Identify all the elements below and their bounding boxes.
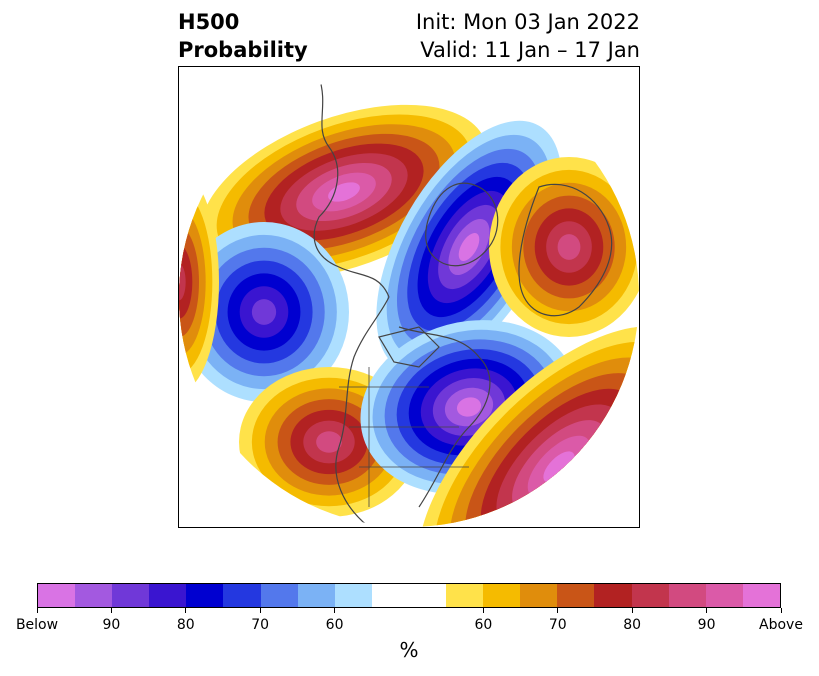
- colorbar-unit-label: %: [399, 638, 419, 662]
- anomaly-above: [179, 172, 219, 392]
- colorbar-segment: [149, 584, 187, 607]
- colorbar-segment: [260, 584, 298, 607]
- colorbar-segment: [297, 584, 335, 607]
- colorbar-tick-label: 70: [548, 617, 567, 633]
- colorbar-tick: [631, 608, 633, 613]
- colorbar-segment: [594, 584, 632, 607]
- anomaly-above: [489, 157, 639, 337]
- colorbar-tick: [259, 608, 261, 613]
- colorbar-tick: [36, 608, 38, 613]
- colorbar-tick-label: 90: [697, 617, 716, 633]
- anomaly-below: [179, 222, 349, 402]
- colorbar-segment: [75, 584, 113, 607]
- colorbar-segment: [371, 584, 409, 607]
- colorbar-tick-label: 70: [251, 617, 270, 633]
- colorbar-segment: [38, 584, 76, 607]
- colorbar-tick-label: 60: [325, 617, 344, 633]
- colorbar-segment: [446, 584, 484, 607]
- colorbar-tick-label: 90: [102, 617, 121, 633]
- colorbar-tick-label: 80: [176, 617, 195, 633]
- colorbar-tick: [185, 608, 187, 613]
- colorbar-tick: [334, 608, 336, 613]
- colorbar-segment: [742, 584, 780, 607]
- colorbar-segment: [186, 584, 224, 607]
- colorbar-segment: [334, 584, 372, 607]
- colorbar-tick: [110, 608, 112, 613]
- valid-range: Valid: 11 Jan – 17 Jan: [420, 38, 640, 62]
- colorbar: [37, 583, 781, 608]
- colorbar-tick-label: Above: [759, 617, 803, 633]
- title-left: H500 Probability: [178, 8, 308, 64]
- colorbar-segment: [668, 584, 706, 607]
- colorbar-tick: [706, 608, 708, 613]
- probability-map: [179, 67, 639, 527]
- product-title: Probability: [178, 38, 308, 62]
- colorbar-tick-label: 80: [623, 617, 642, 633]
- colorbar-segment: [520, 584, 558, 607]
- map-panel: [178, 66, 640, 528]
- variable-title: H500: [178, 10, 240, 34]
- colorbar-segment: [408, 584, 447, 607]
- colorbar-segment: [557, 584, 595, 607]
- colorbar-segment: [483, 584, 521, 607]
- colorbar-segment: [223, 584, 261, 607]
- anomaly-above: [239, 367, 419, 517]
- colorbar-segment: [112, 584, 150, 607]
- colorbar-segment: [631, 584, 669, 607]
- title-right: Init: Mon 03 Jan 2022 Valid: 11 Jan – 17…: [416, 8, 640, 64]
- init-date: Init: Mon 03 Jan 2022: [415, 10, 640, 34]
- colorbar-tick: [482, 608, 484, 613]
- colorbar-tick-label: Below: [15, 617, 59, 633]
- colorbar-tick: [557, 608, 559, 613]
- colorbar-tick: [780, 608, 782, 613]
- colorbar-segment: [705, 584, 743, 607]
- colorbar-tick-label: 60: [474, 617, 493, 633]
